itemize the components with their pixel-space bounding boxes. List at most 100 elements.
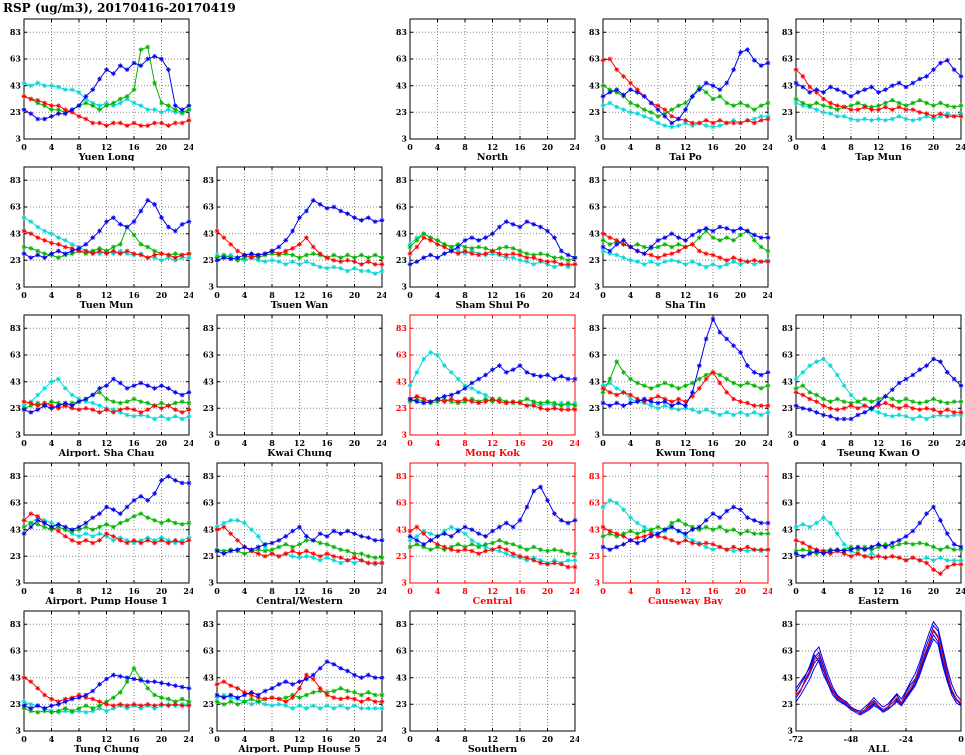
svg-text:0: 0 [407, 142, 413, 152]
svg-text:20: 20 [735, 290, 747, 300]
svg-text:23: 23 [589, 255, 601, 265]
svg-text:43: 43 [10, 672, 22, 682]
chart-canvas: 3 23 43 63 83 -72 -48 -24 0 ALL [782, 610, 964, 755]
svg-text:24: 24 [762, 290, 772, 300]
svg-text:12: 12 [294, 290, 305, 300]
chart-canvas: 3 23 43 63 83 0 4 8 12 16 20 24 Kwun Tong [589, 314, 774, 459]
chart-title: Tuen Mun [80, 300, 134, 309]
svg-text:4: 4 [435, 290, 441, 300]
svg-text:63: 63 [396, 202, 408, 212]
svg-text:63: 63 [782, 498, 794, 508]
svg-text:63: 63 [589, 54, 601, 64]
svg-text:24: 24 [762, 586, 772, 596]
svg-text:24: 24 [183, 438, 193, 448]
svg-text:83: 83 [10, 27, 22, 37]
chart-title: Eastern [858, 596, 899, 605]
svg-text:23: 23 [589, 107, 601, 117]
page-title: RSP (ug/m3), 20170416-20170419 [3, 1, 236, 15]
chart-canvas: 3 23 43 63 83 0 4 8 12 16 20 24 Eastern [782, 462, 965, 607]
svg-text:16: 16 [128, 734, 140, 744]
chart-title: Kwai Chung [267, 448, 332, 457]
svg-text:24: 24 [183, 290, 193, 300]
svg-text:63: 63 [10, 646, 22, 656]
svg-text:8: 8 [655, 290, 661, 300]
svg-text:3: 3 [15, 726, 21, 736]
svg-text:83: 83 [589, 323, 601, 333]
svg-text:0: 0 [600, 438, 606, 448]
svg-text:0: 0 [21, 142, 27, 152]
chart-title: Kwun Tong [656, 448, 716, 457]
svg-text:8: 8 [462, 438, 468, 448]
chart-yuen-long: 3 23 43 63 83 0 4 8 12 16 20 24 Yuen Long [0, 14, 195, 163]
chart-canvas: 3 23 43 63 83 0 4 8 12 16 20 24 Tung Chung [10, 610, 195, 755]
svg-text:3: 3 [401, 430, 407, 440]
svg-text:83: 83 [782, 27, 794, 37]
svg-text:3: 3 [401, 282, 407, 292]
svg-text:24: 24 [955, 142, 965, 152]
svg-text:12: 12 [873, 438, 884, 448]
svg-text:20: 20 [542, 290, 554, 300]
chart-tuen-mun: 3 23 43 63 83 0 4 8 12 16 20 24 Tuen Mun [0, 162, 195, 311]
svg-text:20: 20 [542, 586, 554, 596]
svg-text:20: 20 [349, 290, 361, 300]
svg-text:4: 4 [49, 586, 55, 596]
chart-canvas: 3 23 43 63 83 0 4 8 12 16 20 24 Central/Western [203, 462, 388, 607]
svg-text:8: 8 [462, 290, 468, 300]
svg-text:3: 3 [401, 578, 407, 588]
chart-sham-shui-po: 3 23 43 63 83 0 4 8 12 16 20 24 Sham Shui Po [386, 162, 581, 311]
chart-canvas: 3 23 43 63 83 0 4 8 12 16 20 24 Sham Shui Po [396, 166, 581, 311]
svg-text:3: 3 [208, 282, 214, 292]
svg-text:3: 3 [401, 134, 407, 144]
svg-text:20: 20 [542, 438, 554, 448]
svg-text:83: 83 [589, 471, 601, 481]
svg-text:16: 16 [514, 734, 526, 744]
svg-text:0: 0 [407, 290, 413, 300]
svg-text:63: 63 [203, 202, 215, 212]
svg-text:12: 12 [680, 290, 691, 300]
svg-text:12: 12 [487, 290, 498, 300]
svg-text:-48: -48 [844, 734, 859, 744]
svg-text:16: 16 [514, 438, 526, 448]
svg-text:8: 8 [269, 290, 275, 300]
svg-text:20: 20 [735, 142, 747, 152]
svg-text:0: 0 [600, 142, 606, 152]
svg-text:43: 43 [203, 672, 215, 682]
chart-canvas: 3 23 43 63 83 0 4 8 12 16 20 24 Yuen Long [10, 18, 195, 163]
svg-text:3: 3 [208, 430, 214, 440]
svg-text:63: 63 [782, 54, 794, 64]
svg-text:3: 3 [15, 282, 21, 292]
svg-text:24: 24 [569, 438, 579, 448]
svg-text:23: 23 [10, 107, 22, 117]
svg-text:8: 8 [462, 142, 468, 152]
svg-text:0: 0 [214, 586, 220, 596]
svg-text:20: 20 [156, 142, 168, 152]
svg-text:0: 0 [407, 586, 413, 596]
svg-text:8: 8 [848, 142, 854, 152]
svg-text:8: 8 [269, 586, 275, 596]
svg-text:16: 16 [128, 290, 140, 300]
svg-text:16: 16 [128, 142, 140, 152]
svg-text:23: 23 [10, 551, 22, 561]
chart-title: Tseung Kwan O [837, 448, 919, 457]
svg-text:16: 16 [321, 290, 333, 300]
chart-canvas: 3 23 43 63 83 0 4 8 12 16 20 24 Airport. Sha Chau [10, 314, 195, 459]
svg-text:20: 20 [349, 438, 361, 448]
svg-text:24: 24 [183, 142, 193, 152]
chart-airport-pump-house-1: 3 23 43 63 83 0 4 8 12 16 20 24 Airport. Pump House … [0, 458, 195, 607]
svg-text:12: 12 [873, 142, 884, 152]
svg-text:8: 8 [76, 290, 82, 300]
svg-text:4: 4 [628, 290, 634, 300]
svg-text:20: 20 [156, 586, 168, 596]
svg-text:83: 83 [396, 471, 408, 481]
svg-text:12: 12 [680, 142, 691, 152]
svg-text:63: 63 [782, 646, 794, 656]
svg-text:4: 4 [49, 290, 55, 300]
svg-text:83: 83 [396, 27, 408, 37]
svg-text:43: 43 [782, 376, 794, 386]
svg-text:16: 16 [321, 586, 333, 596]
svg-text:23: 23 [589, 551, 601, 561]
svg-text:83: 83 [203, 471, 215, 481]
svg-text:23: 23 [10, 255, 22, 265]
svg-text:8: 8 [462, 734, 468, 744]
svg-text:0: 0 [600, 290, 606, 300]
